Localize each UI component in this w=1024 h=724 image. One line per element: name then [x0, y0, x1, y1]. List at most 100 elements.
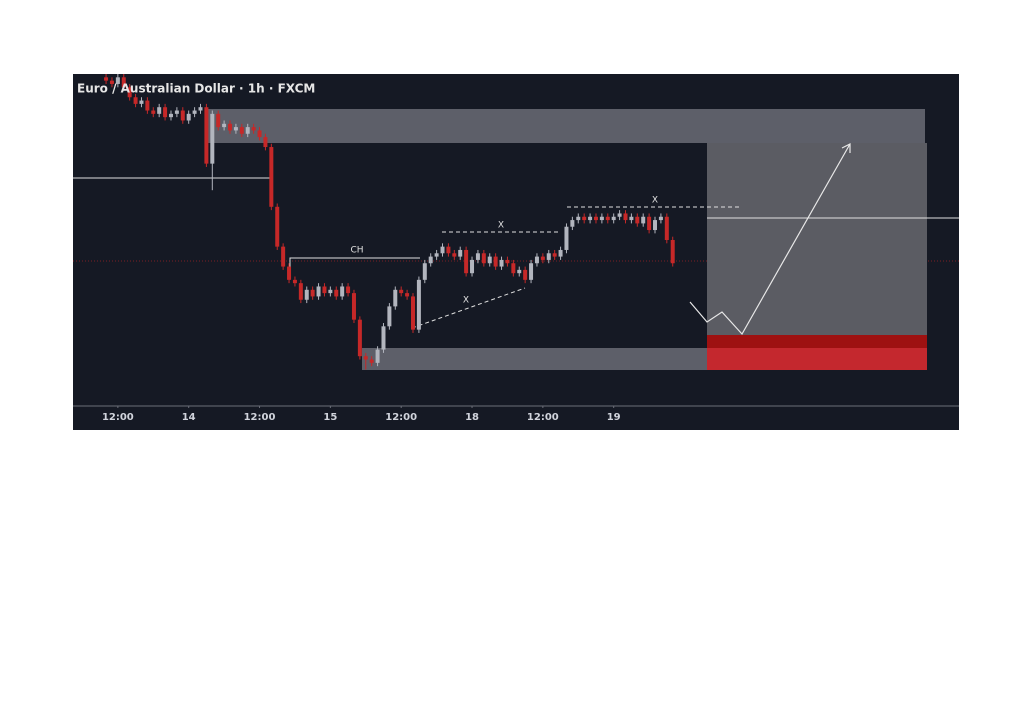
candle-body: [257, 130, 262, 138]
candle-body: [121, 77, 126, 88]
candle-body: [115, 77, 120, 84]
candle-body: [139, 100, 144, 104]
candle-body: [570, 220, 575, 227]
annotation: X: [652, 196, 658, 206]
candle-body: [104, 77, 109, 81]
candle-body: [647, 216, 652, 231]
x-tick-label: 12:00: [527, 412, 559, 423]
candle-body: [204, 107, 209, 164]
candle-body: [440, 246, 445, 254]
candle-body: [540, 256, 545, 260]
candle-body: [517, 269, 522, 274]
candle-body: [168, 113, 173, 118]
candle-body: [346, 286, 351, 294]
candle-body: [298, 283, 303, 300]
arrow-head: [841, 143, 851, 153]
candle-body: [658, 216, 663, 221]
candle-body: [552, 253, 557, 257]
candle-body: [399, 289, 404, 294]
candle-body: [381, 326, 386, 350]
candle-body: [582, 216, 587, 221]
stop-box: [707, 335, 927, 348]
candle-body: [145, 100, 150, 111]
candle-body: [393, 289, 398, 307]
candle-body: [163, 107, 168, 118]
candle-body: [263, 137, 268, 148]
x-axis: 12:00 14 12:00 15 12:00 18 12:00 19: [102, 406, 621, 423]
candle-body: [387, 306, 392, 327]
candle-body: [611, 216, 616, 221]
annotation: CH: [350, 246, 363, 256]
candle-body: [599, 216, 604, 221]
candle-body: [434, 253, 439, 257]
candle-body: [653, 220, 658, 231]
candle-body: [410, 296, 415, 330]
candle-body: [304, 289, 309, 300]
candle-body: [458, 249, 463, 257]
x-tick-label: 14: [182, 412, 196, 423]
candle-body: [670, 240, 675, 264]
chart-title: Euro / Australian Dollar · 1h · FXCM: [77, 82, 315, 96]
candle-body: [157, 107, 162, 114]
candle-body: [564, 226, 569, 250]
candle-body: [334, 289, 339, 297]
candle-body: [605, 216, 610, 221]
candle-body: [369, 359, 374, 363]
drawings: CH X X X: [73, 109, 959, 407]
candle-body: [593, 216, 598, 221]
candle-body: [499, 259, 504, 267]
candle-body: [109, 80, 114, 84]
candle-body: [316, 286, 321, 297]
projection-path: [689, 143, 851, 336]
candle-body: [322, 286, 327, 294]
candle-body: [464, 249, 469, 274]
candle-body: [641, 216, 646, 224]
candle-body: [481, 253, 486, 264]
candle-body: [475, 253, 480, 260]
candle-body: [617, 213, 622, 217]
candle-body: [216, 113, 221, 128]
candle-body: [416, 279, 421, 330]
zone: [362, 348, 707, 370]
candle-body: [511, 263, 516, 274]
target-box: [707, 143, 927, 335]
candle-body: [174, 110, 179, 114]
candle-body: [127, 87, 132, 98]
candle-body: [375, 349, 380, 363]
candle-body: [269, 147, 274, 207]
annotation: X: [463, 296, 469, 306]
candle-body: [251, 127, 256, 131]
candle-body: [405, 293, 410, 297]
candle-body: [186, 113, 191, 121]
candle-body: [470, 259, 475, 274]
candles: [104, 74, 675, 370]
x-tick-label: 12:00: [244, 412, 276, 423]
candle-body: [623, 213, 628, 221]
candle-body: [275, 206, 280, 247]
x-tick-label: 19: [607, 412, 621, 423]
candle-body: [198, 107, 203, 111]
zone: [205, 109, 925, 143]
candle-body: [233, 127, 238, 131]
dashed-line: [411, 287, 526, 329]
candle-body: [292, 279, 297, 284]
candle-body: [428, 256, 433, 264]
x-tick-label: 15: [323, 412, 337, 423]
candle-body: [363, 356, 368, 360]
candle-body: [222, 123, 227, 128]
candle-body: [287, 266, 292, 280]
candle-body: [505, 259, 510, 264]
candle-body: [523, 269, 528, 280]
candle-body: [422, 263, 427, 280]
x-tick-label: 12:00: [385, 412, 417, 423]
candle-body: [629, 216, 634, 221]
candle-body: [351, 293, 356, 320]
candle-body: [245, 127, 250, 134]
stop-zone: [707, 348, 927, 370]
candle-body: [487, 256, 492, 264]
candle-body: [239, 127, 244, 134]
candle-body: [281, 246, 286, 267]
x-tick-label: 18: [465, 412, 479, 423]
